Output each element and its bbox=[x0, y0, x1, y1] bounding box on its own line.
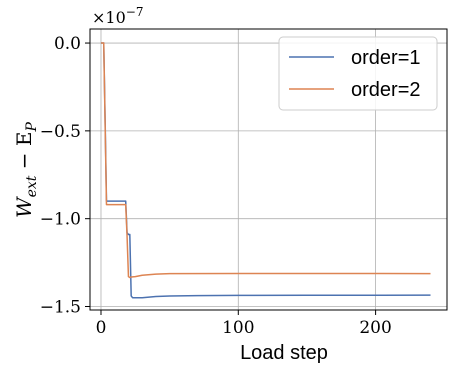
y-axis-label-sub2: P bbox=[24, 121, 40, 132]
legend-box bbox=[278, 36, 438, 111]
y-tick-labels: 0.0 −0.5 −1.0 −1.5 bbox=[40, 34, 81, 317]
x-tick-label: 0 bbox=[96, 318, 107, 338]
y-axis-label: Wext − EP bbox=[12, 121, 40, 217]
y-axis-label-mid: − E bbox=[12, 131, 36, 175]
legend-label-order-1: order=1 bbox=[351, 47, 421, 69]
legend: order=1 order=2 bbox=[278, 36, 438, 111]
y-axis-label-base: W bbox=[12, 196, 36, 218]
plot-lines bbox=[100, 42, 431, 299]
y-tick-label: −0.5 bbox=[40, 122, 81, 142]
y-axis-label-sub1: ext bbox=[24, 175, 40, 197]
x-axis-label: Load step bbox=[240, 342, 328, 364]
tick-marks bbox=[85, 42, 377, 315]
y-tick-label: −1.5 bbox=[40, 297, 81, 317]
x-tick-label: 200 bbox=[359, 318, 391, 338]
y-tick-label: 0.0 bbox=[54, 34, 81, 54]
y-offset-label: ×10−7 bbox=[92, 5, 143, 27]
series-line-order-2 bbox=[100, 42, 431, 279]
plot-frame bbox=[89, 28, 448, 311]
x-tick-labels: 0 100 200 bbox=[96, 318, 392, 338]
x-tick-label: 100 bbox=[222, 318, 254, 338]
y-offset-exponent: −7 bbox=[126, 5, 144, 19]
legend-label-order-2: order=2 bbox=[351, 79, 421, 101]
y-offset-prefix: ×10 bbox=[92, 8, 126, 27]
y-tick-label: −1.0 bbox=[40, 210, 81, 230]
